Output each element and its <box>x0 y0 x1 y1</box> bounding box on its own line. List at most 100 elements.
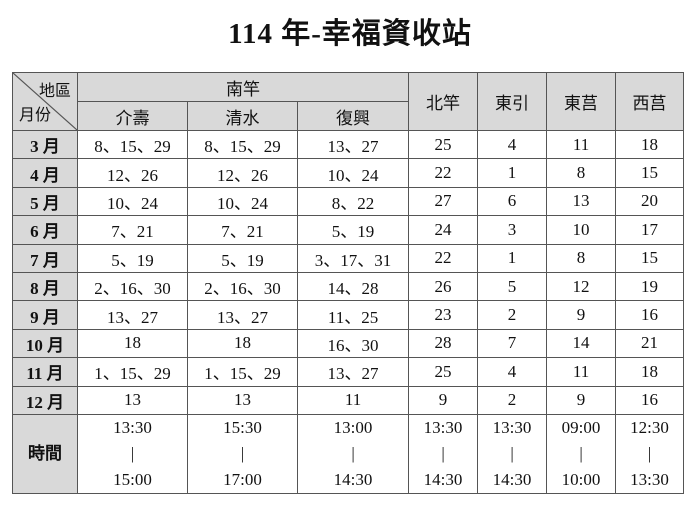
date-cell: 28 <box>408 328 479 359</box>
date-cell: 23 <box>408 300 479 330</box>
date-cell: 1、15、29 <box>77 357 188 387</box>
date-cell: 12、26 <box>187 158 298 188</box>
date-cell: 16 <box>615 300 685 330</box>
date-cell: 15 <box>615 158 685 188</box>
date-cell: 2、16、30 <box>77 271 188 302</box>
time-end: 15:00 <box>113 469 152 489</box>
table-row: 5 月 10、24 10、24 8、22 27 6 13 20 <box>12 186 685 217</box>
date-cell: 10、24 <box>77 186 188 217</box>
time-start: 12:30 <box>630 417 669 437</box>
date-cell: 16、30 <box>296 328 410 359</box>
date-cell: 1 <box>477 243 548 273</box>
sub-area-header: 介壽 <box>77 101 188 131</box>
date-cell: 12、26 <box>77 158 188 188</box>
date-cell: 21 <box>615 328 685 359</box>
time-separator: | <box>130 443 135 463</box>
date-cell: 12 <box>546 271 617 302</box>
month-cell: 7 月 <box>12 243 78 273</box>
month-cell: 6 月 <box>12 215 78 245</box>
date-cell: 8、22 <box>296 186 410 217</box>
time-start: 13:30 <box>113 417 152 437</box>
date-cell: 16 <box>615 385 685 415</box>
date-cell: 18 <box>615 129 685 160</box>
time-end: 13:30 <box>630 469 669 489</box>
time-separator: | <box>441 443 445 463</box>
time-row: 時間 13:30 | 15:00 15:30 | 17:00 13:00 | 14:30 13:30… <box>12 413 685 494</box>
date-cell: 15 <box>615 243 685 273</box>
date-cell: 14、28 <box>296 271 410 302</box>
time-cell: 13:30 | 14:30 <box>477 413 548 494</box>
date-cell: 18 <box>615 357 685 387</box>
date-cell: 19 <box>615 271 685 302</box>
date-cell: 11、25 <box>296 300 410 330</box>
date-cell: 10 <box>546 215 617 245</box>
time-end: 17:00 <box>223 469 262 489</box>
date-cell: 22 <box>408 158 479 188</box>
table-row: 8 月 2、16、30 2、16、30 14、28 26 5 12 19 <box>12 271 685 302</box>
time-separator: | <box>579 443 583 463</box>
date-cell: 26 <box>408 271 479 302</box>
time-start: 15:30 <box>223 417 262 437</box>
area-header: 西莒 <box>615 72 685 131</box>
time-start: 13:30 <box>492 417 532 437</box>
date-cell: 17 <box>615 215 685 245</box>
month-cell: 3 月 <box>12 129 78 160</box>
time-end: 14:30 <box>333 469 373 489</box>
time-cell: 13:00 | 14:30 <box>296 413 410 494</box>
time-cell: 09:00 | 10:00 <box>546 413 617 494</box>
area-header: 東莒 <box>546 72 617 131</box>
time-separator: | <box>351 443 355 463</box>
date-cell: 13、27 <box>77 300 188 330</box>
time-end: 14:30 <box>423 469 463 489</box>
time-start: 09:00 <box>561 417 601 437</box>
time-end: 10:00 <box>561 469 601 489</box>
sub-area-header: 清水 <box>187 101 298 131</box>
date-cell: 6 <box>477 186 548 217</box>
date-cell: 8 <box>546 243 617 273</box>
time-cell: 12:30 | 13:30 <box>615 413 685 494</box>
corner-header: 地區 月份 <box>12 72 78 131</box>
time-end: 14:30 <box>492 469 532 489</box>
corner-month-label: 月份 <box>19 107 52 124</box>
time-cell: 15:30 | 17:00 <box>187 413 298 494</box>
time-start: 13:30 <box>423 417 463 437</box>
date-cell: 4 <box>477 357 548 387</box>
date-cell: 20 <box>615 186 685 217</box>
date-cell: 13 <box>546 186 617 217</box>
date-cell: 2、16、30 <box>187 271 298 302</box>
table-row: 9 月 13、27 13、27 11、25 23 2 9 16 <box>12 300 685 330</box>
date-cell: 18 <box>187 328 298 359</box>
date-cell: 11 <box>546 357 617 387</box>
month-cell: 5 月 <box>12 186 78 217</box>
month-cell: 9 月 <box>12 300 78 330</box>
date-cell: 5、19 <box>77 243 188 273</box>
date-cell: 11 <box>296 385 410 415</box>
table-row: 12 月 13 13 11 9 2 9 16 <box>12 385 685 415</box>
table-row: 7 月 5、19 5、19 3、17、31 22 1 8 15 <box>12 243 685 273</box>
corner-area-label: 地區 <box>38 83 71 100</box>
month-cell: 11 月 <box>12 357 78 387</box>
date-cell: 24 <box>408 215 479 245</box>
group-header: 南竿 <box>76 72 410 102</box>
time-separator: | <box>510 443 514 463</box>
date-cell: 8、15、29 <box>77 129 188 160</box>
date-cell: 8 <box>546 158 617 188</box>
date-cell: 7、21 <box>77 215 188 245</box>
date-cell: 25 <box>408 357 479 387</box>
schedule-table: 地區 月份 南竿 北竿 東引 東莒 西莒 介壽 清水 復興 3 月 8、15、29… <box>12 72 685 494</box>
date-cell: 5、19 <box>296 215 410 245</box>
month-cell: 4 月 <box>12 158 78 188</box>
date-cell: 10、24 <box>296 158 410 188</box>
date-cell: 5 <box>477 271 548 302</box>
date-cell: 2 <box>477 300 548 330</box>
month-cell: 8 月 <box>12 271 78 302</box>
time-separator: | <box>240 443 245 463</box>
table-row: 6 月 7、21 7、21 5、19 24 3 10 17 <box>12 215 685 245</box>
area-header: 北竿 <box>408 72 479 131</box>
time-label: 時間 <box>12 413 78 494</box>
date-cell: 3、17、31 <box>296 243 410 273</box>
date-cell: 11 <box>546 129 617 160</box>
page-title: 114 年-幸福資收站 <box>228 18 472 50</box>
table-row: 10 月 18 18 16、30 28 7 14 21 <box>12 328 685 359</box>
date-cell: 14 <box>546 328 617 359</box>
